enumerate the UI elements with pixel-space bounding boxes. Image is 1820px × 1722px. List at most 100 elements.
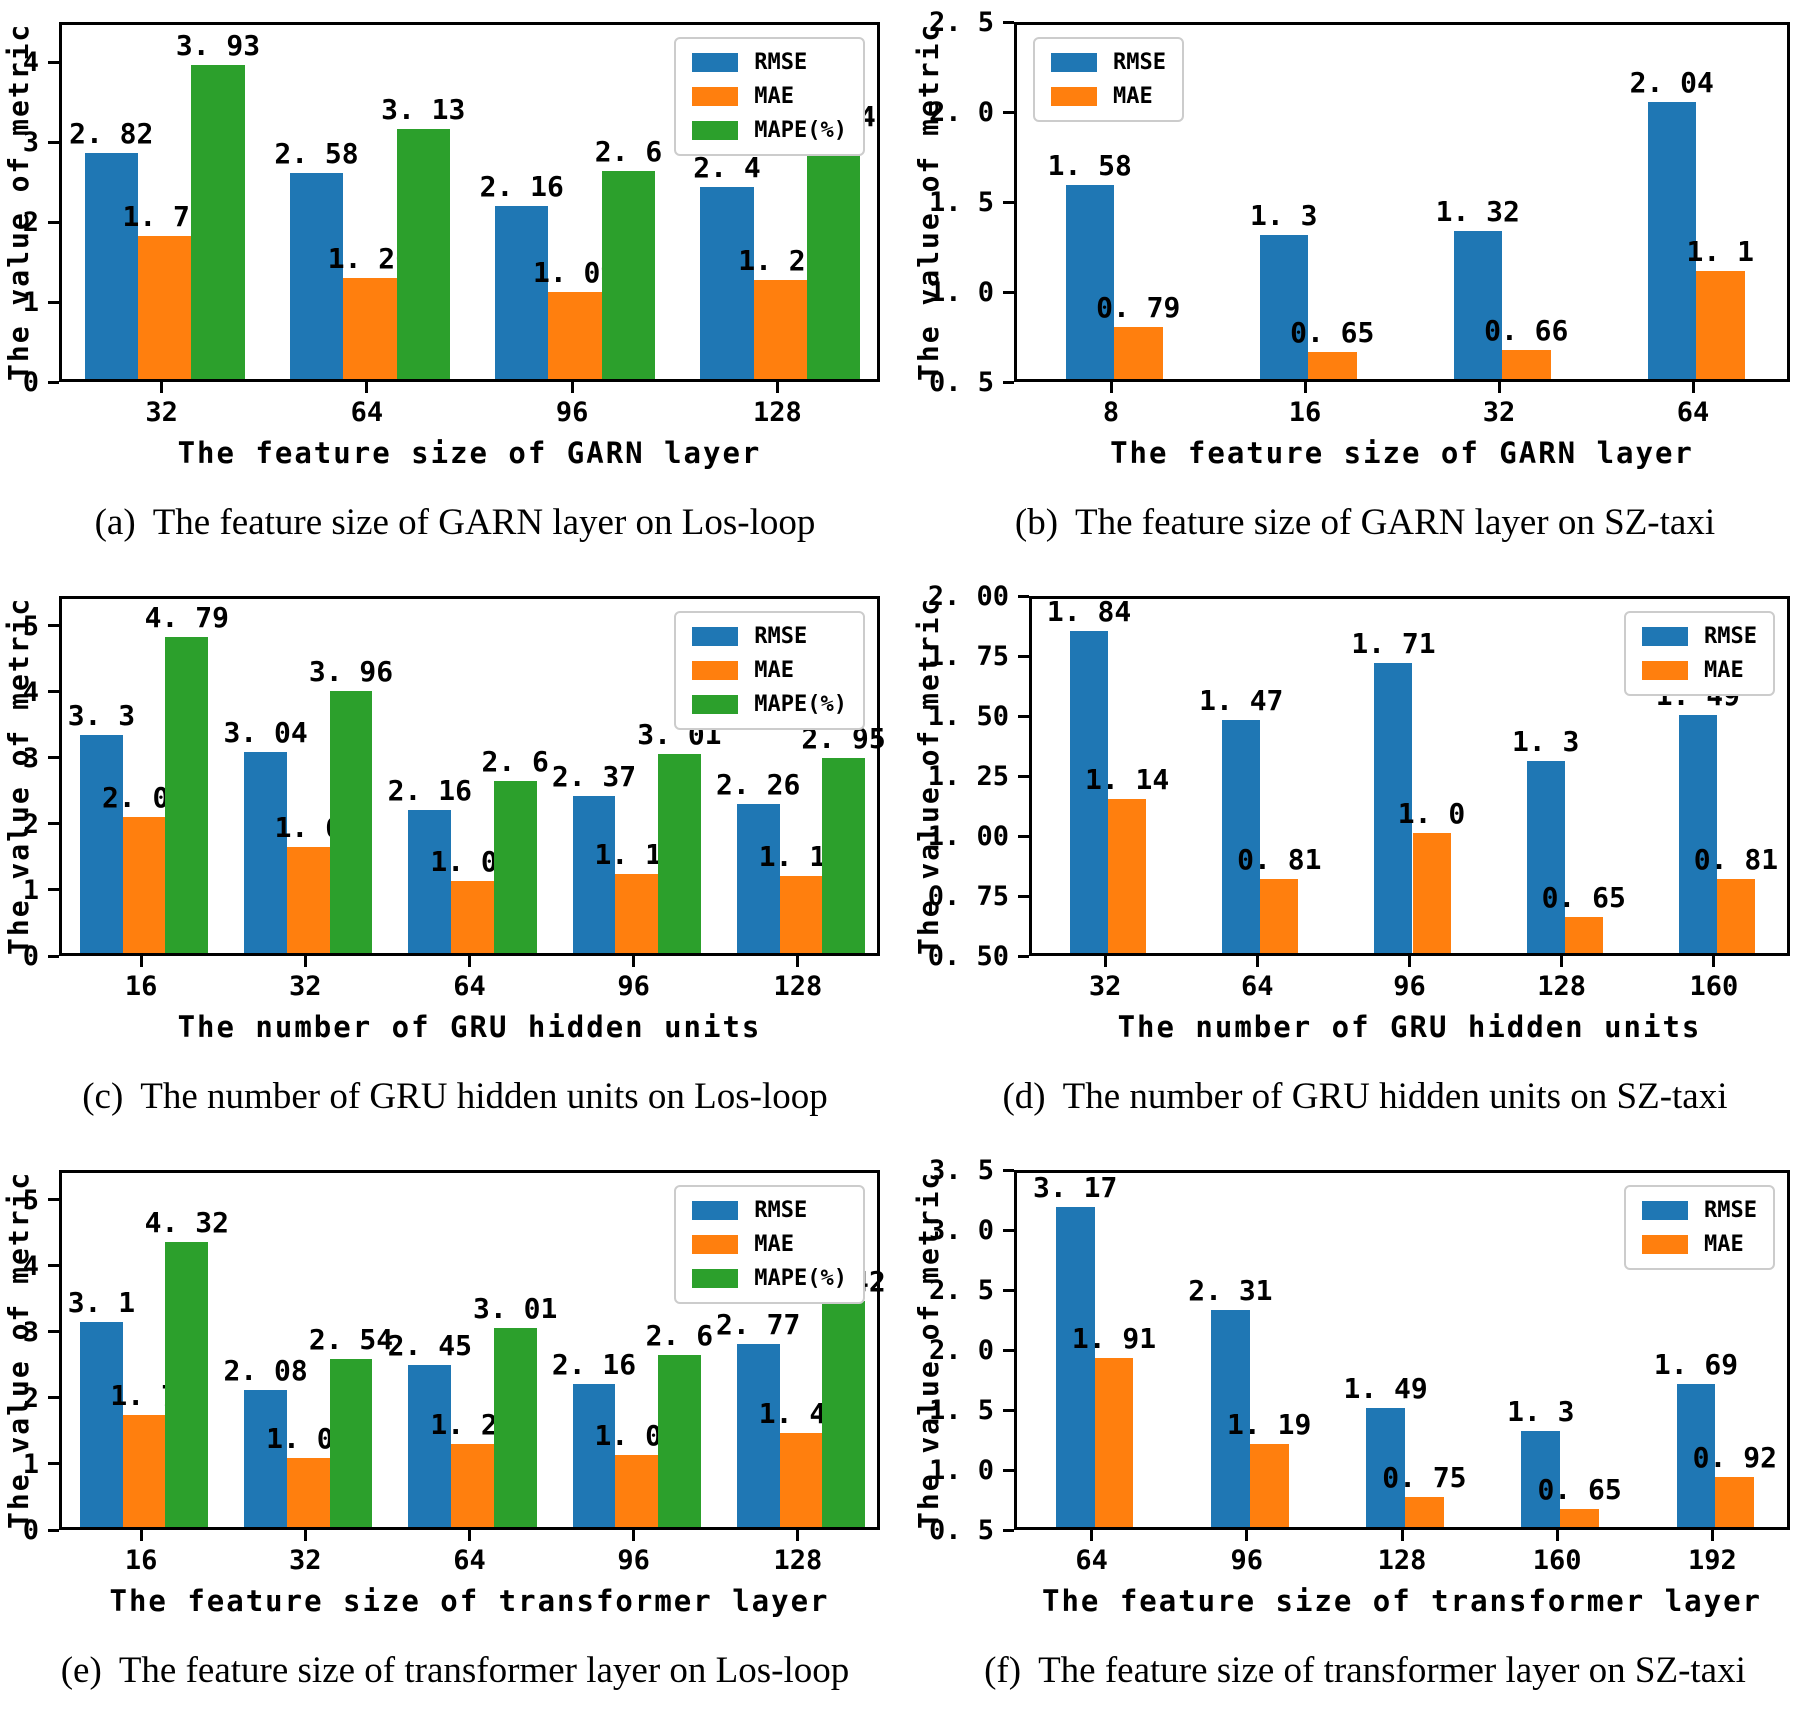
caption-a: (a) The feature size of GARN layer on Lo… [0, 470, 910, 574]
y-tick-mark [1018, 594, 1029, 598]
y-tick-label: 0. 75 [927, 881, 1009, 912]
legend-item: MAE [1051, 84, 1166, 109]
bar-mae [343, 278, 397, 379]
y-tick-mark [1003, 1468, 1014, 1472]
bar-value-label: 1. 1 [1686, 235, 1754, 268]
bar-value-label: 1. 3 [1507, 1395, 1575, 1428]
x-tick-label: 128 [773, 971, 823, 1002]
x-tick-label: 16 [124, 1545, 158, 1576]
y-tick-mark [1003, 1228, 1014, 1232]
chart-cell-b: The value of metric 1. 58 1. 3 1. 32 2. 04 0… [910, 0, 1820, 574]
legend-item: MAPE(%) [692, 1266, 847, 1291]
x-tick-mark [160, 382, 164, 393]
bar-rmse [1070, 631, 1109, 953]
y-tick-label: 1. 0 [928, 1455, 994, 1486]
y-tick-mark [48, 1462, 59, 1466]
bar-rmse [1678, 715, 1717, 953]
bar-mape [493, 1328, 537, 1527]
y-tick-mark [48, 140, 59, 144]
bar-rmse [408, 810, 452, 953]
caption-index: (a) [94, 501, 136, 543]
bar-value-label: 2. 08 [223, 1353, 308, 1387]
bar-value-label: 3. 01 [473, 1292, 558, 1326]
y-tick-label: 2 [22, 808, 39, 840]
x-tick-mark [1303, 382, 1307, 393]
plot-area: 3. 17 2. 31 1. 49 1. 3 1. 69 1. 91 1. 19 0. 75 0… [1014, 1170, 1790, 1530]
y-tick-mark [1003, 1348, 1014, 1352]
x-tick-label: 96 [1230, 1545, 1264, 1576]
bar-value-label: 1. 84 [1046, 595, 1132, 629]
legend-label: MAE [754, 1232, 795, 1257]
y-tick-mark [1003, 1408, 1014, 1412]
x-tick-mark [1712, 956, 1716, 967]
bar-rmse [1453, 231, 1502, 379]
legend-item: MAE [692, 1232, 847, 1257]
bar-rmse [1065, 184, 1114, 379]
bar-rmse [736, 1344, 780, 1527]
y-tick-mark [48, 1396, 59, 1400]
legend-swatch [692, 661, 739, 680]
legend-label: MAE [1704, 658, 1744, 683]
caption-text: The feature size of transformer layer on… [1038, 1649, 1746, 1691]
bar-value-label: 1. 3 [1511, 725, 1580, 758]
x-tick-label: 32 [1088, 971, 1122, 1002]
y-tick-label: 3 [22, 742, 39, 774]
bar-value-label: 0. 81 [1693, 842, 1779, 876]
x-tick-label: 128 [1537, 971, 1587, 1002]
caption-c: (c) The number of GRU hidden units on Lo… [0, 1044, 910, 1148]
x-tick-label: 160 [1532, 1545, 1582, 1576]
bar-rmse [700, 187, 754, 379]
caption-text: The feature size of GARN layer on Los-lo… [152, 501, 816, 543]
y-tick-mark [48, 300, 59, 304]
bar-mape [165, 1241, 209, 1527]
legend-label: MAE [1704, 1232, 1744, 1257]
plot-area: 1. 58 1. 3 1. 32 2. 04 0. 79 0. 65 0. 66 1. 1 RM… [1014, 22, 1790, 382]
x-tick-mark [303, 1530, 307, 1541]
legend-swatch [1642, 1235, 1689, 1254]
bar-value-label: 3. 93 [175, 28, 261, 62]
chart-cell-e: The value of metric 3. 1 2. 08 2. 45 2. 16 2… [0, 1148, 910, 1722]
bar-value-label: 0. 65 [1541, 881, 1626, 914]
y-tick-mark [48, 822, 59, 826]
x-axis-label: The feature size of transformer layer [109, 1584, 830, 1618]
bar-rmse [1526, 761, 1565, 953]
caption-text: The feature size of GARN layer on SZ-tax… [1075, 501, 1716, 543]
legend-swatch [692, 87, 739, 106]
bar-rmse [1647, 101, 1696, 379]
y-tick-mark [48, 1528, 59, 1532]
y-tick-label: 1. 25 [927, 761, 1009, 792]
bar-mape [396, 128, 450, 379]
x-tick-mark [1560, 956, 1564, 967]
y-tick-label: 1. 0 [928, 277, 994, 308]
x-tick-mark [1400, 1530, 1404, 1541]
y-tick-label: 2. 5 [928, 1275, 994, 1306]
bar-mape [822, 758, 865, 953]
legend-label: MAE [754, 84, 795, 109]
y-tick-mark [48, 60, 59, 64]
x-tick-label: 64 [1075, 1545, 1108, 1576]
legend-swatch [1051, 87, 1097, 106]
bar-mape [329, 1359, 373, 1527]
y-tick-mark [48, 1330, 59, 1334]
bar-rmse [1521, 1431, 1561, 1527]
caption-index: (c) [82, 1075, 124, 1117]
legend: RMSE MAE MAPE(%) [674, 37, 865, 156]
legend-label: MAPE(%) [754, 118, 847, 143]
y-tick-mark [1018, 714, 1029, 718]
chart-cell-c: The value of metric 3. 3 3. 04 2. 16 2. 37 2… [0, 574, 910, 1148]
bar-value-label: 2. 4 [693, 151, 761, 184]
x-tick-mark [1691, 382, 1695, 393]
x-tick-label: 64 [453, 1545, 486, 1576]
legend-item: MAE [1642, 658, 1757, 683]
x-tick-label: 64 [453, 971, 486, 1002]
bar-rmse [84, 153, 138, 379]
bar-mae [753, 279, 808, 379]
legend-swatch [692, 53, 739, 72]
legend-item: MAPE(%) [692, 118, 847, 143]
legend-swatch [1642, 1201, 1689, 1220]
bar-mape [493, 781, 537, 953]
